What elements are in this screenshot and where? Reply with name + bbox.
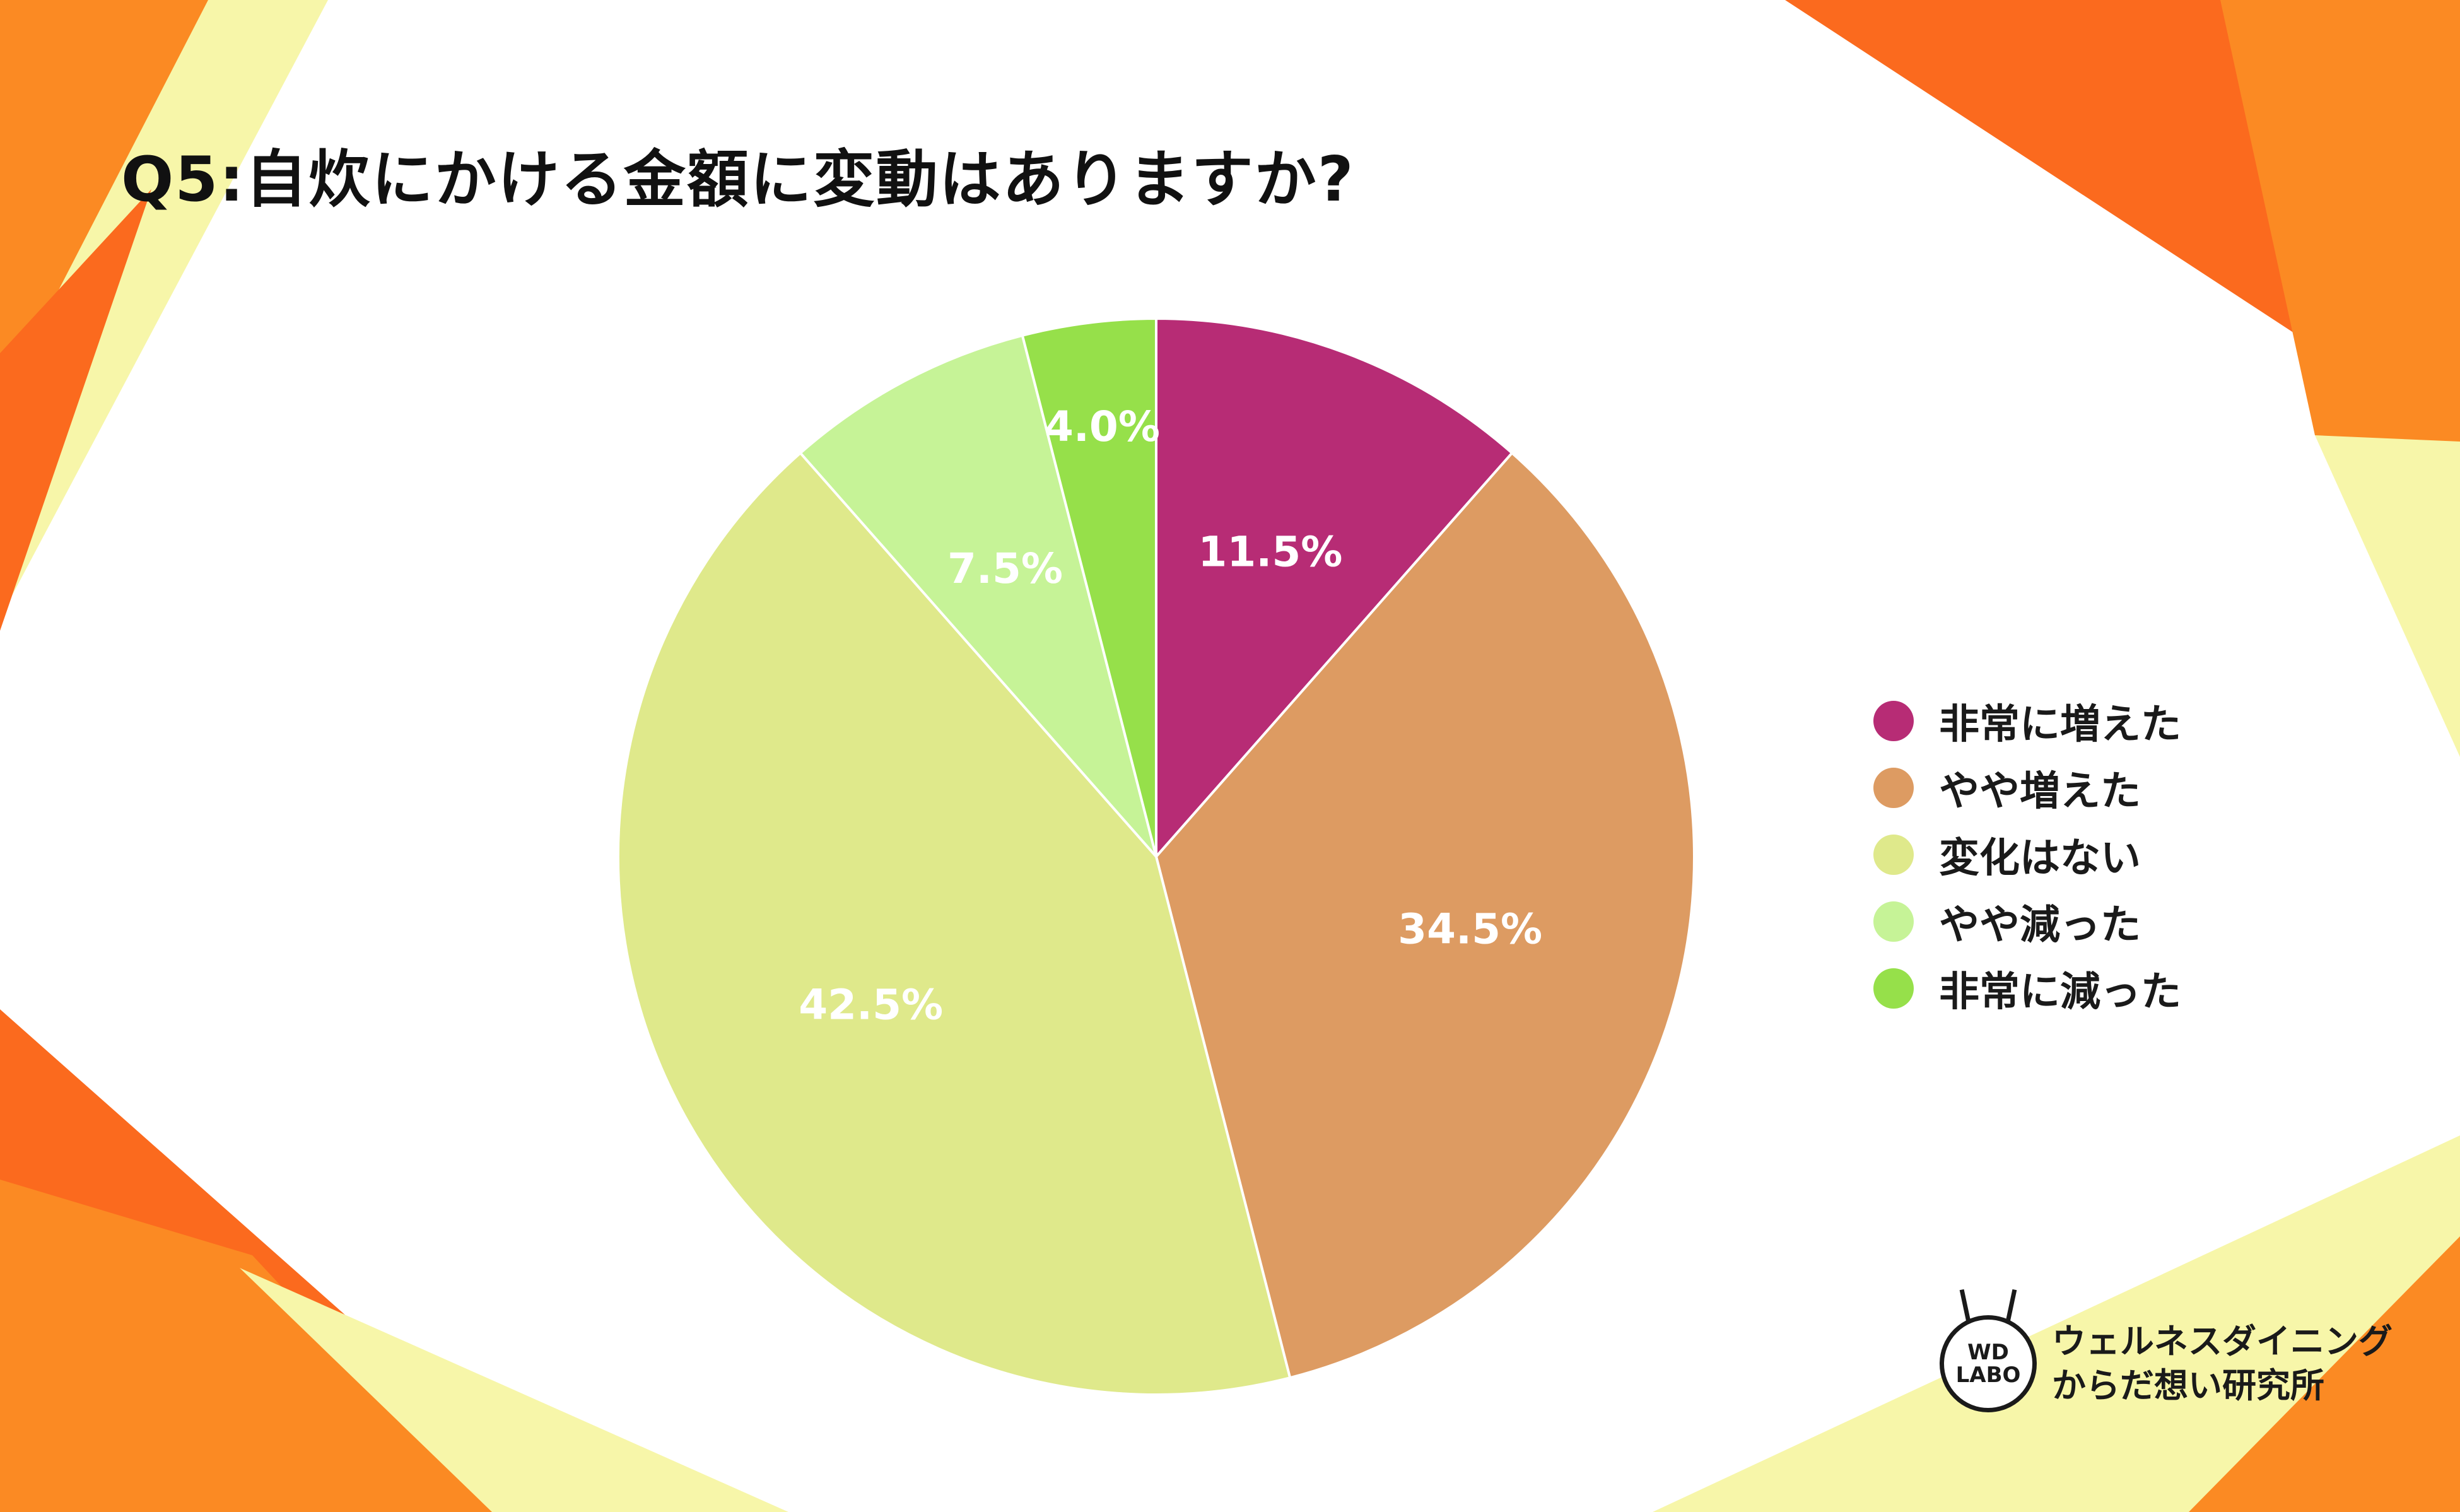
logo-text-line1: ウェルネスダイニング — [2052, 1322, 2393, 1361]
legend-label-2: 変化はない — [1939, 835, 2141, 882]
logo-badge: WD LABO — [1940, 1289, 2037, 1412]
legend-swatch-1 — [1873, 768, 1914, 808]
legend-label-0: 非常に増えた — [1939, 701, 2181, 748]
logo-badge-line2: LABO — [1955, 1363, 2021, 1388]
legend-item-1: やや増えた — [1873, 754, 2181, 821]
legend-item-4: 非常に減った — [1873, 955, 2181, 1022]
legend-swatch-4 — [1873, 968, 1914, 1009]
logo-text: ウェルネスダイニング からだ想い研究所 — [2052, 1320, 2393, 1408]
pie-slice-label-4: 4.0% — [1045, 402, 1160, 451]
legend-swatch-3 — [1873, 901, 1914, 942]
pie-slice-label-1: 34.5% — [1398, 905, 1542, 954]
pie-slice-4 — [1021, 317, 1157, 857]
legend-swatch-2 — [1873, 835, 1914, 875]
legend: 非常に増えた やや増えた 変化はない やや減った 非常に減った — [1873, 688, 2181, 1022]
logo-text-line2: からだ想い研究所 — [2052, 1366, 2324, 1405]
pie-slice-3 — [799, 334, 1157, 858]
pie-slice-label-3: 7.5% — [947, 544, 1063, 593]
pie-slice-2 — [617, 451, 1292, 1396]
legend-item-0: 非常に増えた — [1873, 688, 2181, 754]
pie-slice-label-2: 42.5% — [799, 981, 943, 1029]
legend-item-2: 変化はない — [1873, 821, 2181, 888]
logo-badge-line1: WD — [1967, 1340, 2009, 1365]
legend-label-1: やや増えた — [1939, 768, 2141, 815]
legend-item-3: やや減った — [1873, 888, 2181, 955]
legend-label-3: やや減った — [1939, 902, 2141, 949]
pie-slice-label-0: 11.5% — [1198, 527, 1342, 576]
legend-label-4: 非常に減った — [1939, 969, 2181, 1016]
legend-swatch-0 — [1873, 701, 1914, 741]
pie-slice-1 — [1154, 451, 1696, 1380]
pie-slice-0 — [1155, 317, 1514, 860]
wd-labo-logo: WD LABO ウェルネスダイニング からだ想い研究所 — [1940, 1289, 2393, 1412]
chart-title: Q5:自炊にかける金額に変動はありますか? — [121, 144, 1355, 216]
